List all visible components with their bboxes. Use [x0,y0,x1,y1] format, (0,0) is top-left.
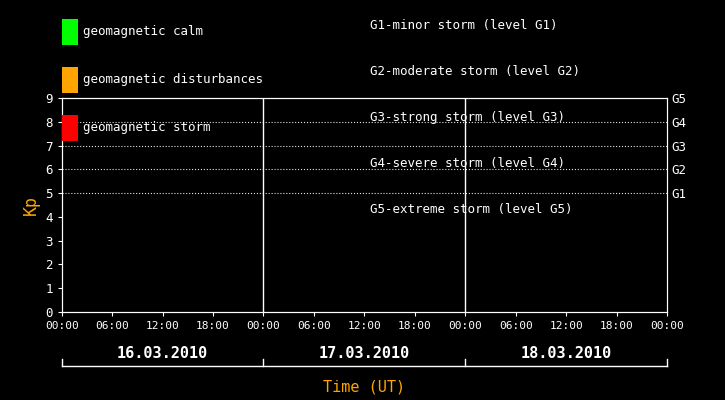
Text: G5-extreme storm (level G5): G5-extreme storm (level G5) [370,204,572,216]
Y-axis label: Kp: Kp [22,195,40,215]
Text: geomagnetic calm: geomagnetic calm [83,26,203,38]
Text: geomagnetic disturbances: geomagnetic disturbances [83,74,262,86]
Text: G3-strong storm (level G3): G3-strong storm (level G3) [370,112,565,124]
Text: 16.03.2010: 16.03.2010 [117,346,208,362]
Text: geomagnetic storm: geomagnetic storm [83,122,210,134]
Text: G4-severe storm (level G4): G4-severe storm (level G4) [370,158,565,170]
Text: 18.03.2010: 18.03.2010 [521,346,612,362]
Text: 17.03.2010: 17.03.2010 [319,346,410,362]
Text: G1-minor storm (level G1): G1-minor storm (level G1) [370,20,558,32]
Text: Time (UT): Time (UT) [323,380,405,395]
Text: G2-moderate storm (level G2): G2-moderate storm (level G2) [370,66,580,78]
